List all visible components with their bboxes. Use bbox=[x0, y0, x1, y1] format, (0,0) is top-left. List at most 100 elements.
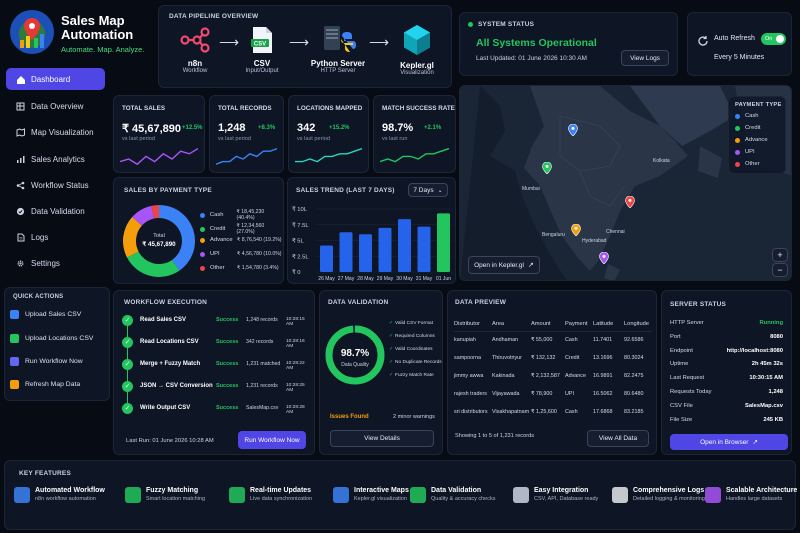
table-row[interactable]: kanupiah Andhaman ₹ 55,000 Cash 11.7401 92.65… bbox=[448, 337, 658, 349]
pipeline-step-n8n[interactable]: n8n Workflow bbox=[173, 26, 217, 74]
table-header[interactable]: Latitude bbox=[593, 321, 614, 327]
table-header[interactable]: Longitude bbox=[624, 321, 649, 327]
donut-slice-advance[interactable] bbox=[123, 217, 142, 258]
map-legend-item[interactable]: Credit bbox=[735, 125, 760, 131]
trend-bar[interactable] bbox=[417, 226, 431, 272]
table-row[interactable]: sampoorna Thiruvotriyur ₹ 132,132 Credit 13.… bbox=[448, 355, 658, 367]
view-details-button[interactable]: View Details bbox=[330, 430, 434, 447]
legend-swatch bbox=[735, 137, 740, 143]
table-header[interactable]: Distributor bbox=[454, 321, 480, 327]
map-legend-item[interactable]: Other bbox=[735, 161, 760, 167]
server-key: Uptime bbox=[670, 361, 689, 368]
sidebar-item-map-visualization[interactable]: Map Visualization bbox=[6, 121, 105, 143]
table-cell: 16.5062 bbox=[593, 391, 613, 397]
sidebar: Sales Map Automation Automate. Map. Anal… bbox=[0, 0, 144, 460]
pipeline-step-kepler[interactable]: Kepler.gl Visualization bbox=[393, 24, 441, 76]
trend-bar[interactable] bbox=[437, 213, 450, 272]
donut-slice-other[interactable] bbox=[151, 205, 159, 219]
map-pin-icon[interactable] bbox=[599, 252, 609, 264]
open-kepler-button[interactable]: Open in Kepler.gl ↗ bbox=[468, 256, 540, 274]
payment-legend-item[interactable]: Advance ₹ 8,76,540 (19.2%) bbox=[200, 237, 282, 243]
quick-action-upload-locations-csv[interactable]: Upload Locations CSV bbox=[10, 334, 93, 343]
feature-sub: Live data synchronization bbox=[250, 496, 313, 502]
table-cell: Credit bbox=[565, 355, 580, 361]
open-browser-button[interactable]: Open in Browser ↗ bbox=[670, 434, 788, 450]
sidebar-item-settings[interactable]: Settings bbox=[6, 252, 105, 274]
sidebar-item-sales-analytics[interactable]: Sales Analytics bbox=[6, 148, 105, 170]
kpi-label: TOTAL RECORDS bbox=[218, 105, 272, 112]
range-select[interactable]: 7 Days ⌄ bbox=[408, 183, 448, 197]
legend-label: UPI bbox=[745, 149, 755, 155]
sidebar-item-workflow-status[interactable]: Workflow Status bbox=[6, 174, 105, 196]
sidebar-item-label: Data Validation bbox=[31, 206, 85, 216]
workflow-panel: WORKFLOW EXECUTION Last Run: 01 June 202… bbox=[113, 290, 315, 455]
quick-actions-panel: QUICK ACTIONS bbox=[4, 287, 110, 401]
zoom-out-button[interactable]: − bbox=[772, 263, 788, 277]
sidebar-item-logs[interactable]: Logs bbox=[6, 226, 105, 248]
run-workflow-button[interactable]: Run Workflow Now bbox=[238, 431, 306, 449]
trend-bar[interactable] bbox=[398, 219, 411, 272]
pipeline-step-name: Python Server bbox=[310, 59, 366, 68]
donut-slice-cash[interactable] bbox=[159, 205, 195, 271]
zoom-in-button[interactable]: + bbox=[772, 248, 788, 262]
sidebar-item-dashboard[interactable]: Dashboard bbox=[6, 68, 105, 90]
sidebar-item-data-overview[interactable]: Data Overview bbox=[6, 95, 105, 117]
pipeline-step-csv[interactable]: CSV CSV Input/Output bbox=[237, 26, 287, 74]
map-pin-icon[interactable] bbox=[568, 124, 578, 136]
view-all-data-button[interactable]: View All Data bbox=[587, 430, 649, 447]
payment-legend-item[interactable]: Other ₹ 1,54,780 (3.4%) bbox=[200, 265, 279, 271]
table-row[interactable]: jimmy awwa Kakinada ₹ 2,132,587 Advance 16.9… bbox=[448, 373, 658, 385]
quick-action-upload-sales-csv[interactable]: Upload Sales CSV bbox=[10, 310, 81, 319]
payment-legend-item[interactable]: Cash ₹ 18,45,230 (40.4%) bbox=[200, 209, 283, 221]
map-legend-item[interactable]: Advance bbox=[735, 137, 768, 143]
feature-sub: Kepler.gl visualization bbox=[354, 496, 407, 502]
quick-action-run-workflow-now[interactable]: Run Workflow Now bbox=[10, 357, 83, 366]
workflow-step-row[interactable]: Read Sales CSV Success 1,248 records 10:28:… bbox=[140, 317, 312, 327]
workflow-step-name: Write Output CSV bbox=[140, 405, 191, 411]
x-tick-label: 30 May bbox=[396, 276, 413, 282]
architecture-icon bbox=[705, 487, 721, 503]
sidebar-item-label: Logs bbox=[31, 232, 49, 242]
payment-legend-item[interactable]: UPI ₹ 4,56,780 (10.0%) bbox=[200, 251, 282, 257]
trend-bar[interactable] bbox=[320, 245, 333, 272]
legend-label: UPI bbox=[210, 251, 220, 257]
pipeline-step-python[interactable]: Python Server HTTP Server bbox=[309, 24, 367, 74]
payment-legend-item[interactable]: Credit ₹ 12,34,560 (27.0%) bbox=[200, 223, 283, 235]
workflow-step-row[interactable]: Write Output CSV Success SalesMap.csv 10:28… bbox=[140, 405, 312, 415]
workflow-step-row[interactable]: Read Locations CSV Success 342 records 10:2… bbox=[140, 339, 312, 349]
sidebar-item-label: Map Visualization bbox=[31, 127, 94, 137]
quality-value: 98.7% bbox=[340, 348, 370, 359]
check-label: Valid CSV Format bbox=[395, 321, 434, 326]
workflow-step-row[interactable]: Merge + Fuzzy Match Success 1,231 matched 1… bbox=[140, 361, 312, 371]
workflow-step-row[interactable]: JSON → CSV Conversion Success 1,231 record… bbox=[140, 383, 312, 393]
feature-text: Fuzzy Matching Smart location matching bbox=[146, 487, 205, 502]
trend-bar[interactable] bbox=[378, 227, 392, 272]
auto-refresh-toggle[interactable]: On bbox=[761, 33, 786, 45]
y-tick-label: ₹ 7.5L bbox=[292, 222, 309, 229]
trend-bar[interactable] bbox=[359, 234, 372, 272]
view-logs-button[interactable]: View Logs bbox=[621, 50, 669, 66]
quick-action-refresh-map-data[interactable]: Refresh Map Data bbox=[10, 380, 80, 389]
map-legend-item[interactable]: Cash bbox=[735, 113, 759, 119]
server-value: SalesMap.csv bbox=[744, 402, 783, 409]
sidebar-item-data-validation[interactable]: Data Validation bbox=[6, 200, 105, 222]
table-header[interactable]: Area bbox=[492, 321, 505, 327]
quick-actions-title: QUICK ACTIONS bbox=[13, 294, 64, 300]
trend-bar[interactable] bbox=[339, 232, 353, 272]
table-row[interactable]: rajesh traders Vijayawada ₹ 78,900 UPI 16.50… bbox=[448, 391, 658, 403]
table-cell: jimmy awwa bbox=[454, 373, 484, 379]
sparkline-line bbox=[295, 147, 362, 163]
map-pin-icon[interactable] bbox=[625, 196, 635, 208]
donut-slice-credit[interactable] bbox=[127, 251, 180, 277]
map-legend-item[interactable]: UPI bbox=[735, 149, 755, 155]
donut-slice-upi[interactable] bbox=[132, 205, 155, 226]
table-header[interactable]: Payment bbox=[565, 321, 588, 327]
map-pin-icon[interactable] bbox=[571, 224, 581, 236]
table-cell: Andhaman bbox=[492, 337, 519, 343]
table-header[interactable]: Amount bbox=[531, 321, 551, 327]
table-row[interactable]: sri distributors Visakhapatnam ₹ 1,25,600 C… bbox=[448, 409, 658, 421]
auto-refresh-panel: Auto Refresh On Every 5 Minutes bbox=[687, 12, 792, 76]
arrow-right-icon: ⟶ bbox=[289, 34, 310, 50]
refresh-icon bbox=[10, 380, 19, 389]
map-pin-icon[interactable] bbox=[542, 162, 552, 174]
